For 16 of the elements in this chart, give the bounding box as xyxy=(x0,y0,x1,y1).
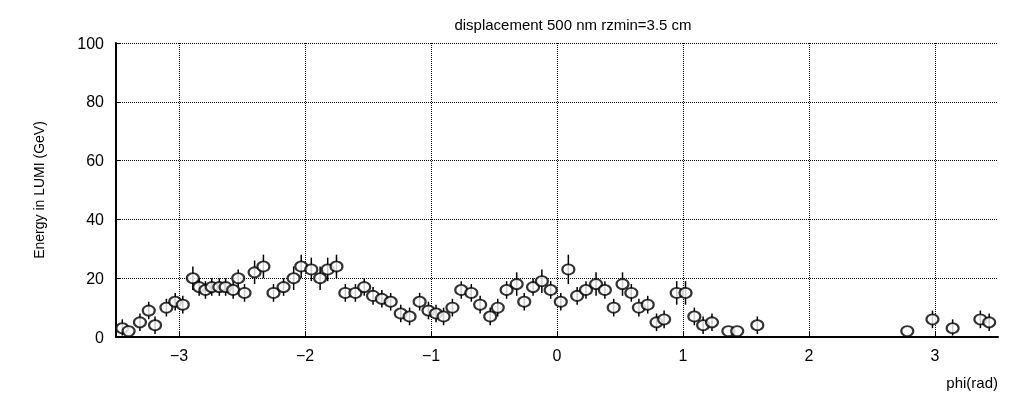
x-axis-title: phi(rad) xyxy=(946,374,998,391)
y-tick-label: 20 xyxy=(86,269,105,287)
y-tick-label: 40 xyxy=(86,210,105,228)
x-tick-label: 1 xyxy=(678,346,688,364)
y-tick-label: 0 xyxy=(95,328,105,346)
x-tick-label: −3 xyxy=(169,346,189,364)
y-tick-label: 60 xyxy=(86,152,105,170)
x-tick-label: 3 xyxy=(930,346,940,364)
y-axis-title: Energy in LUMI (GeV) xyxy=(31,121,47,259)
y-tick-label: 80 xyxy=(86,93,105,111)
x-tick-label: −2 xyxy=(295,346,315,364)
y-tick-label: 100 xyxy=(77,34,105,52)
x-tick-label: −1 xyxy=(421,346,441,364)
x-tick-label: 2 xyxy=(804,346,814,364)
x-tick-label: 0 xyxy=(552,346,562,364)
chart-title: displacement 500 nm rzmin=3.5 cm xyxy=(454,16,692,33)
